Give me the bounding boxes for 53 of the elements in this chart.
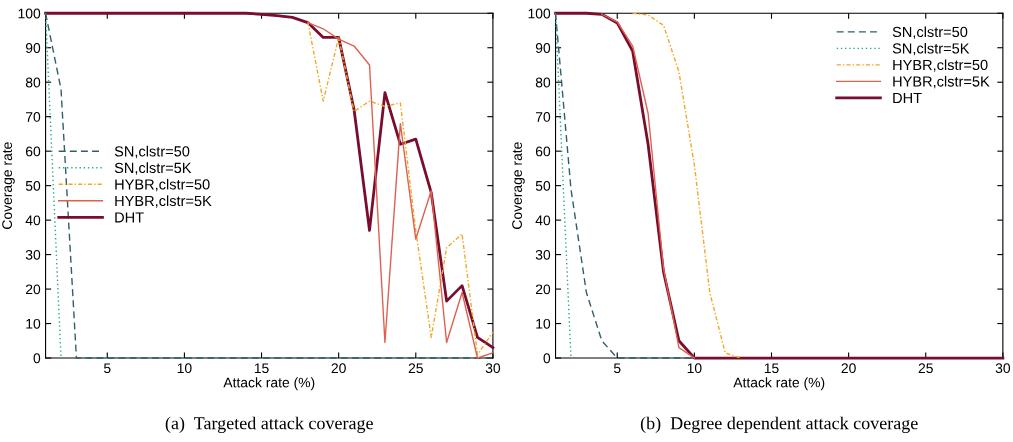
x-tick-label: 5 <box>103 363 111 374</box>
legend-label: SN,clstr=50 <box>892 26 968 39</box>
x-tick-label: 25 <box>408 363 423 374</box>
y-tick-label: 50 <box>535 180 551 191</box>
y-tick-label: 80 <box>25 77 41 88</box>
legend-label: DHT <box>893 92 922 103</box>
text: (a) Targeted attack coverage <box>165 416 373 434</box>
y-tick-label: 100 <box>18 8 41 19</box>
y-tick-label: 40 <box>25 215 41 226</box>
x-axis-title: Attack rate (%) <box>223 377 315 391</box>
y-tick-label: 0 <box>543 353 551 364</box>
y-tick-label: 70 <box>25 112 41 122</box>
x-tick-label: 30 <box>995 363 1011 374</box>
line-series <box>631 12 742 359</box>
x-tick-label: 20 <box>841 363 856 374</box>
y-tick-label: 0 <box>33 353 41 364</box>
x-tick-label: 10 <box>177 363 192 374</box>
y-tick-label: 100 <box>528 8 551 19</box>
x-tick-label: 5 <box>613 363 621 374</box>
y-tick-label: 60 <box>25 146 41 157</box>
x-tick-label: 10 <box>687 363 702 374</box>
y-tick-label: 30 <box>535 249 551 260</box>
line-series <box>601 13 696 359</box>
legend-label: HYBR,clstr=5K <box>893 75 990 89</box>
x-tick-label: 30 <box>485 363 501 374</box>
x-tick-label: 15 <box>764 363 779 374</box>
legend-label: SN,clstr=5K <box>114 162 192 175</box>
x-tick-label: 20 <box>331 363 346 374</box>
line-series <box>554 11 1005 360</box>
y-tick-label: 60 <box>535 146 551 157</box>
y-tick-label: 20 <box>25 284 41 295</box>
y-tick-label: 90 <box>25 43 41 53</box>
y-axis-title: Coverage rate <box>512 142 525 229</box>
y-tick-label: 90 <box>535 43 551 53</box>
y-tick-label: 30 <box>25 249 41 260</box>
x-tick-label: 15 <box>254 363 269 374</box>
legend-label: HYBR,clstr=50 <box>893 59 988 72</box>
y-tick-label: 10 <box>536 318 551 329</box>
y-tick-label: 10 <box>26 318 41 329</box>
text: (b) Degree dependent attack coverage <box>640 416 918 434</box>
y-axis-title: Coverage rate <box>2 142 15 229</box>
legend-label: HYBR,clstr=5K <box>115 195 212 208</box>
x-tick-label: 25 <box>918 363 933 374</box>
legend-label: SN,clstr=5K <box>892 42 970 56</box>
y-tick-label: 80 <box>535 77 551 88</box>
y-tick-label: 20 <box>535 284 551 295</box>
legend-label: DHT <box>115 212 144 223</box>
legend-label: SN,clstr=50 <box>114 145 190 159</box>
y-tick-label: 70 <box>535 112 551 122</box>
x-axis-title: Attack rate (%) <box>733 377 825 391</box>
y-tick-label: 40 <box>535 215 551 226</box>
y-tick-label: 50 <box>25 180 41 191</box>
legend-label: HYBR,clstr=50 <box>115 178 210 192</box>
